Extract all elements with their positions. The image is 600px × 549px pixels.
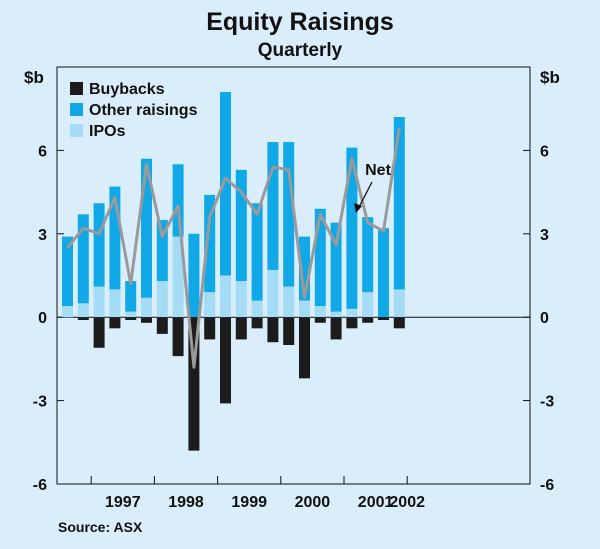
bar-other-raisings	[393, 117, 405, 290]
bar-ipos	[283, 286, 295, 318]
y-tick-label-left: -6	[33, 477, 47, 494]
bar-other-raisings	[267, 142, 279, 270]
bar-other-raisings	[299, 236, 310, 301]
bar-buybacks	[330, 317, 342, 340]
y-tick-label-left: -3	[33, 394, 47, 411]
bar-buybacks	[125, 317, 137, 320]
legend-buybacks-swatch	[70, 82, 83, 95]
legend-ipos-label: IPOs	[89, 123, 126, 140]
bar-other-raisings	[346, 147, 358, 309]
plot-frame	[56, 66, 531, 485]
y-tick-label-right: -3	[540, 394, 554, 411]
bar-other-raisings	[77, 214, 89, 304]
bar-buybacks	[346, 317, 358, 329]
x-tick-label: 1998	[168, 494, 204, 511]
bar-buybacks	[188, 317, 200, 451]
bar-ipos	[204, 292, 216, 318]
net-arrow-head	[354, 203, 362, 213]
bar-ipos	[346, 308, 358, 318]
bar-ipos	[235, 281, 247, 318]
bar-buybacks	[77, 317, 89, 320]
bar-other-raisings	[235, 169, 247, 282]
bar-ipos	[220, 275, 231, 318]
bar-buybacks	[220, 317, 231, 404]
bar-other-raisings	[141, 158, 152, 298]
bar-other-raisings	[125, 281, 137, 312]
bar-ipos	[314, 306, 326, 318]
bar-buybacks	[378, 317, 389, 320]
x-tick-label: 1997	[105, 494, 141, 511]
bar-other-raisings	[204, 194, 216, 293]
bar-other-raisings	[251, 203, 263, 301]
bar-buybacks	[172, 317, 184, 357]
y-tick-label-right: 6	[540, 143, 549, 160]
bar-buybacks	[204, 317, 216, 340]
bar-other-raisings	[93, 203, 105, 287]
legend-buybacks-label: Buybacks	[89, 81, 165, 98]
bar-buybacks	[283, 317, 295, 345]
bar-ipos	[125, 311, 137, 318]
bar-buybacks	[109, 317, 121, 329]
left-axis-unit: $b	[24, 68, 44, 87]
bar-buybacks	[362, 317, 374, 323]
net-annotation: Net	[365, 162, 391, 179]
y-tick-label-right: 0	[540, 310, 549, 327]
y-tick-label-left: 3	[38, 227, 47, 244]
bar-buybacks	[156, 317, 168, 334]
bar-ipos	[141, 297, 152, 318]
bar-buybacks	[299, 317, 310, 379]
right-axis-unit: $b	[540, 68, 560, 87]
bar-ipos	[362, 292, 374, 318]
y-tick-label-right: 3	[540, 227, 549, 244]
bar-other-raisings	[283, 142, 295, 287]
bar-other-raisings	[378, 228, 389, 318]
bar-ipos	[109, 289, 121, 318]
bar-ipos	[251, 300, 263, 318]
y-tick-label-right: -6	[540, 477, 554, 494]
legend-ipos-swatch	[70, 124, 83, 137]
x-tick-label: 2002	[389, 494, 425, 511]
bar-ipos	[393, 289, 405, 318]
bar-ipos	[330, 311, 342, 318]
bar-other-raisings	[188, 233, 200, 318]
x-tick-label: 2000	[295, 494, 331, 511]
y-tick-label-left: 6	[38, 143, 47, 160]
legend-other-raisings-swatch	[70, 103, 83, 116]
bar-other-raisings	[62, 236, 73, 307]
x-tick-label: 1999	[231, 494, 267, 511]
source-note: Source: ASX	[58, 519, 143, 535]
bar-other-raisings	[314, 208, 326, 307]
bar-other-raisings	[330, 222, 342, 312]
net-arrow	[357, 181, 373, 210]
bar-other-raisings	[172, 164, 184, 237]
bar-buybacks	[93, 317, 105, 348]
x-tick-label: 2001	[358, 494, 394, 511]
bar-ipos	[299, 300, 310, 318]
bar-ipos	[77, 303, 89, 318]
net-line	[66, 127, 401, 369]
bar-other-raisings	[156, 219, 168, 282]
bar-other-raisings	[109, 186, 121, 290]
bar-buybacks	[314, 317, 326, 323]
bar-other-raisings	[362, 217, 374, 293]
bar-other-raisings	[220, 92, 231, 276]
legend-other-raisings-label: Other raisings	[89, 102, 198, 119]
chart-subtitle: Quarterly	[257, 40, 343, 61]
bar-buybacks	[235, 317, 247, 340]
chart-title: Equity Raisings	[206, 8, 394, 36]
bar-ipos	[62, 306, 73, 318]
bar-ipos	[267, 269, 279, 318]
bar-ipos	[93, 286, 105, 318]
bar-buybacks	[251, 317, 263, 329]
bar-ipos	[156, 281, 168, 318]
bar-buybacks	[267, 317, 279, 343]
y-tick-label-left: 0	[38, 310, 47, 327]
bar-buybacks	[393, 317, 405, 329]
bar-buybacks	[141, 317, 152, 323]
bar-ipos	[172, 236, 184, 318]
